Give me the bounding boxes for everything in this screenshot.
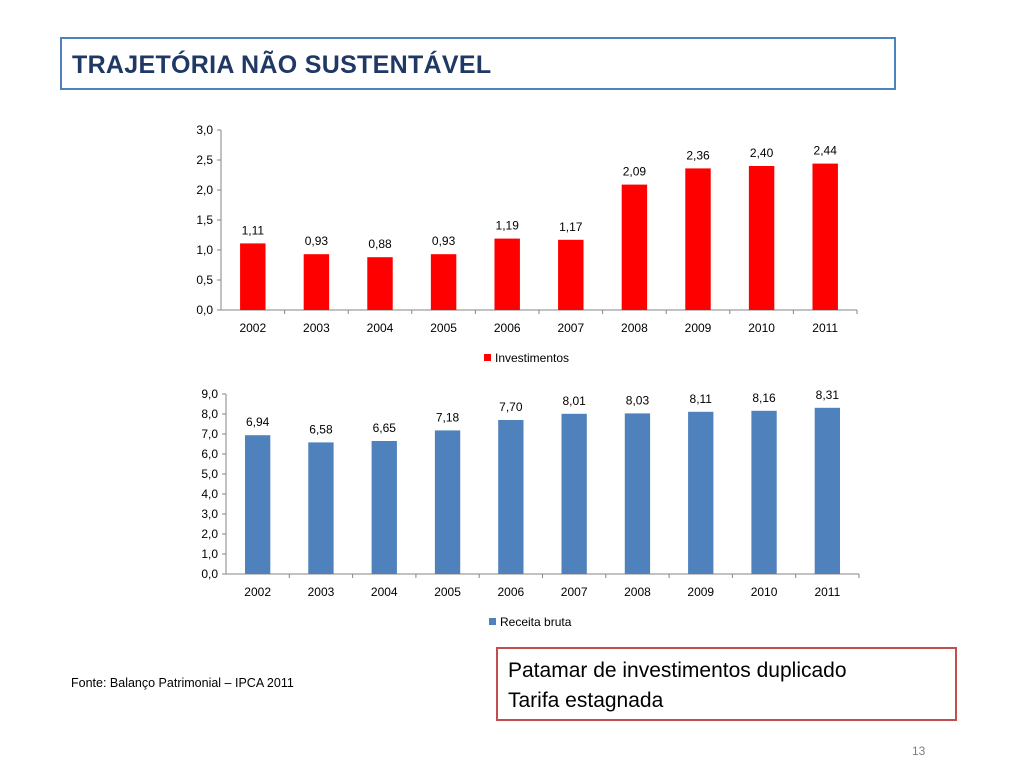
bar — [624, 413, 651, 574]
data-label: 0,88 — [368, 237, 392, 251]
source-note: Fonte: Balanço Patrimonial – IPCA 2011 — [71, 676, 294, 690]
y-tick-label: 7,0 — [201, 427, 218, 441]
legend-label: Investimentos — [495, 351, 569, 365]
data-label: 8,01 — [562, 394, 586, 408]
y-tick-label: 9,0 — [201, 387, 218, 401]
x-tick-label: 2007 — [561, 585, 588, 599]
y-tick-label: 2,0 — [196, 183, 213, 197]
data-label: 2,36 — [686, 148, 710, 162]
x-tick-label: 2004 — [367, 321, 394, 335]
x-tick-label: 2006 — [494, 321, 521, 335]
note-box: Patamar de investimentos duplicado Tarif… — [496, 647, 957, 721]
data-label: 7,18 — [436, 410, 460, 424]
x-tick-label: 2007 — [557, 321, 584, 335]
y-tick-label: 3,0 — [196, 123, 213, 137]
bar — [308, 442, 334, 574]
data-label: 6,65 — [373, 421, 397, 435]
y-tick-label: 3,0 — [201, 507, 218, 521]
data-label: 2,44 — [814, 144, 838, 158]
bar — [498, 420, 524, 574]
y-tick-label: 1,0 — [201, 547, 218, 561]
data-label: 0,93 — [432, 234, 456, 248]
x-tick-label: 2011 — [812, 321, 838, 335]
x-tick-label: 2004 — [371, 585, 398, 599]
x-tick-label: 2008 — [624, 585, 651, 599]
y-tick-label: 1,5 — [196, 213, 213, 227]
x-tick-label: 2011 — [814, 585, 840, 599]
x-tick-label: 2010 — [751, 585, 778, 599]
legend-swatch — [484, 354, 491, 361]
y-tick-label: 0,0 — [196, 303, 213, 317]
data-label: 7,70 — [499, 400, 523, 414]
x-tick-label: 2002 — [239, 321, 266, 335]
bar — [621, 184, 648, 310]
data-label: 1,17 — [559, 220, 583, 234]
bar — [303, 254, 330, 310]
bar — [430, 254, 457, 310]
y-tick-label: 1,0 — [196, 243, 213, 257]
y-tick-label: 4,0 — [201, 487, 218, 501]
bar — [367, 257, 393, 310]
bar — [244, 435, 271, 574]
bar — [434, 430, 461, 574]
y-tick-label: 2,5 — [196, 153, 213, 167]
x-tick-label: 2005 — [430, 321, 457, 335]
bar — [748, 166, 775, 310]
note-line-2: Tarifa estagnada — [508, 689, 664, 712]
y-tick-label: 0,0 — [201, 567, 218, 581]
x-tick-label: 2006 — [497, 585, 524, 599]
data-label: 0,93 — [305, 234, 329, 248]
x-tick-label: 2003 — [303, 321, 330, 335]
x-tick-label: 2010 — [748, 321, 775, 335]
bar — [688, 411, 714, 574]
data-label: 1,11 — [242, 223, 265, 237]
x-tick-label: 2009 — [685, 321, 712, 335]
x-tick-label: 2002 — [244, 585, 271, 599]
bar — [685, 168, 711, 310]
bar — [561, 413, 587, 574]
bar — [812, 163, 838, 310]
y-tick-label: 5,0 — [201, 467, 218, 481]
y-tick-label: 6,0 — [201, 447, 218, 461]
data-label: 6,94 — [246, 415, 270, 429]
bar — [751, 410, 777, 574]
data-label: 8,16 — [752, 391, 776, 405]
legend-swatch — [489, 618, 496, 625]
page-title: TRAJETÓRIA NÃO SUSTENTÁVEL — [72, 51, 492, 79]
y-tick-label: 2,0 — [201, 527, 218, 541]
bar — [494, 238, 520, 310]
x-tick-label: 2005 — [434, 585, 461, 599]
note-line-1: Patamar de investimentos duplicado — [508, 659, 847, 682]
data-label: 2,09 — [623, 165, 647, 179]
data-label: 1,19 — [496, 219, 520, 233]
bar — [240, 243, 266, 310]
page-number: 13 — [912, 744, 926, 758]
y-tick-label: 8,0 — [201, 407, 218, 421]
bar — [371, 441, 397, 574]
x-tick-label: 2003 — [308, 585, 335, 599]
data-label: 6,58 — [309, 422, 333, 436]
x-tick-label: 2008 — [621, 321, 648, 335]
y-tick-label: 0,5 — [196, 273, 213, 287]
bar — [558, 239, 584, 310]
data-label: 8,03 — [626, 393, 650, 407]
bar — [814, 407, 841, 574]
data-label: 2,40 — [750, 146, 774, 160]
legend-label: Receita bruta — [500, 615, 572, 629]
data-label: 8,11 — [690, 392, 713, 406]
data-label: 8,31 — [816, 388, 840, 402]
x-tick-label: 2009 — [687, 585, 714, 599]
title-box: TRAJETÓRIA NÃO SUSTENTÁVEL — [60, 37, 896, 90]
